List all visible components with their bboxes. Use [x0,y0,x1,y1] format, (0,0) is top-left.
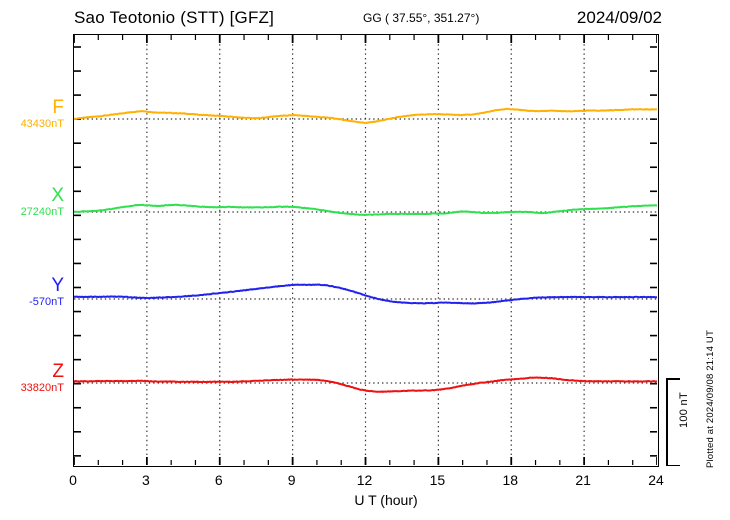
scale-bar-line [666,378,668,466]
x-tick-label-24: 24 [648,472,664,488]
component-letter-z: Z [52,361,64,382]
component-label-x: X 27240nT [0,186,64,218]
right-axis-ticks [650,46,657,457]
top-axis-ticks [74,35,657,43]
scale-bar-top-cap [666,378,680,380]
component-baseline-z: 33820nT [20,381,64,394]
scale-bar-label: 100 nT [678,392,690,429]
plotted-timestamp: Plotted at 2024/09/08 21:14 UT [705,330,716,469]
component-label-f: F 43430nT [0,98,64,130]
component-letter-f: F [52,97,64,118]
bottom-axis-ticks [74,457,657,465]
component-label-z: Z 33820nT [0,362,64,394]
scale-bar [666,378,680,466]
left-axis-ticks [74,46,81,457]
x-axis-title: U T (hour) [354,492,418,508]
x-tick-label-6: 6 [214,472,223,488]
station-title: Sao Teotonio (STT) [GFZ] [74,8,275,27]
x-tick-label-3: 3 [141,472,150,488]
component-label-y: Y -570nT [0,276,64,308]
component-baseline-x: 27240nT [20,205,64,218]
magnetogram-plot-area [73,34,659,467]
x-tick-label-15: 15 [429,472,446,488]
x-tick-label-21: 21 [575,472,591,488]
observation-date: 2024/09/02 [576,8,662,27]
geographic-coordinates: GG ( 37.55°, 351.27°) [363,11,480,25]
x-tick-label-12: 12 [356,472,373,488]
magnetogram-traces [74,35,657,465]
component-baseline-y: -570nT [29,295,64,308]
x-tick-label-0: 0 [69,472,77,488]
component-letter-y: Y [51,275,64,296]
vertical-gridlines [146,35,585,465]
component-traces [74,107,657,393]
component-baselines [74,118,657,384]
component-baseline-f: 43430nT [20,117,64,130]
x-tick-label-18: 18 [502,472,519,488]
scale-bar-bottom-cap [666,464,680,466]
x-tick-label-9: 9 [287,472,296,488]
component-letter-x: X [51,185,64,206]
